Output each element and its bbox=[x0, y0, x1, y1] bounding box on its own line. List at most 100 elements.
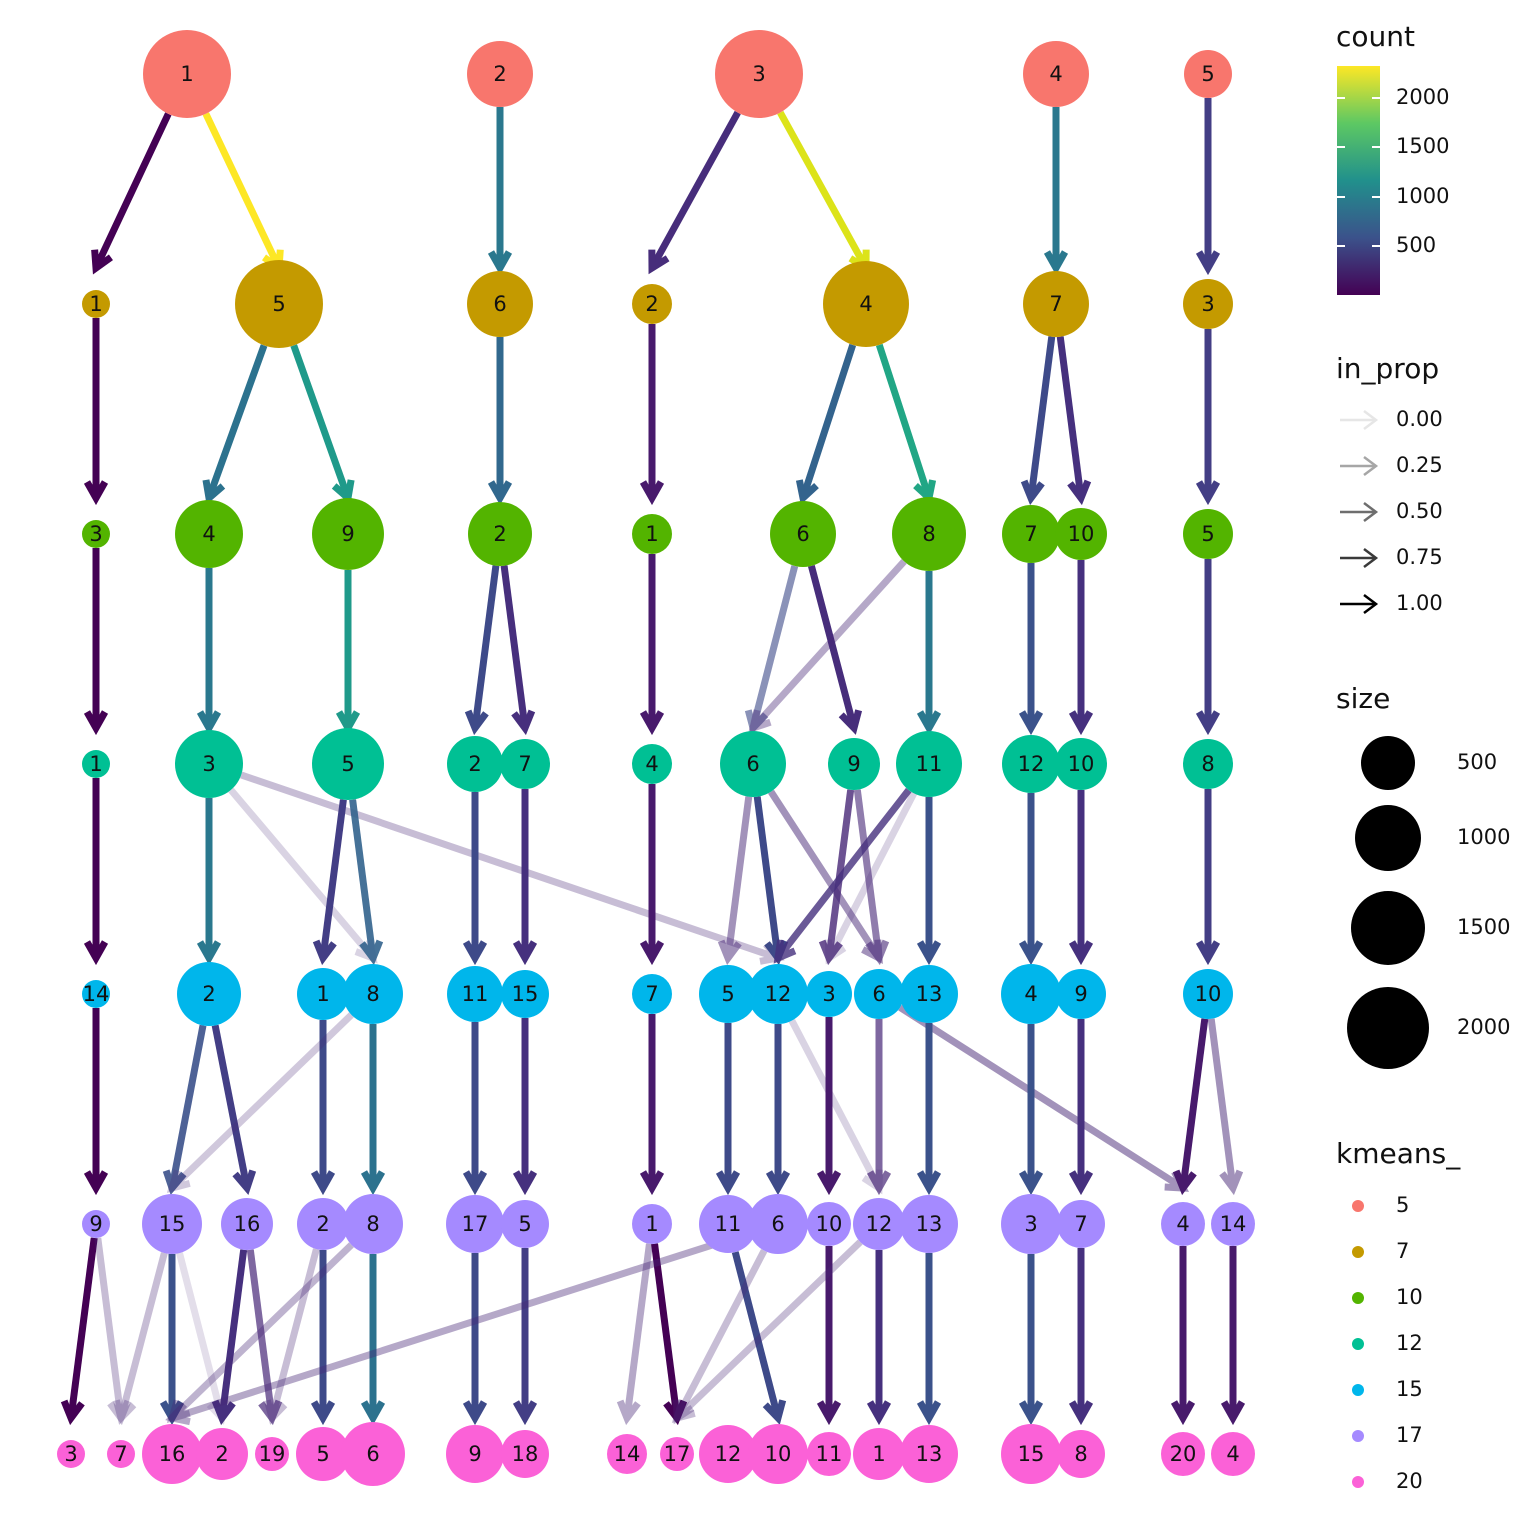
edge bbox=[464, 565, 500, 736]
node bbox=[1161, 1432, 1205, 1476]
edge-line bbox=[172, 1012, 354, 1188]
edge bbox=[1018, 1024, 1044, 1196]
edge-arrowhead bbox=[162, 1169, 187, 1196]
node-label: 1 bbox=[316, 982, 329, 1006]
edge-arrowhead bbox=[866, 1170, 892, 1196]
edge-arrowhead bbox=[1020, 479, 1045, 506]
edge bbox=[916, 1023, 942, 1196]
edge-arrowhead bbox=[1195, 940, 1221, 966]
node bbox=[447, 966, 503, 1022]
edge-arrowhead bbox=[511, 709, 536, 736]
node-label: 15 bbox=[512, 982, 539, 1006]
edge-arrowhead bbox=[616, 1399, 641, 1426]
edge-line bbox=[207, 344, 268, 496]
edge-arrowhead bbox=[512, 1400, 538, 1426]
edge bbox=[616, 1243, 653, 1426]
node bbox=[196, 1428, 248, 1480]
edge bbox=[159, 1254, 185, 1426]
edge bbox=[349, 799, 384, 966]
edge bbox=[360, 1024, 386, 1196]
legend-label: 20 bbox=[1396, 1469, 1423, 1493]
edge bbox=[1195, 559, 1221, 736]
node-label: 13 bbox=[916, 1212, 943, 1236]
edge bbox=[795, 343, 857, 505]
node bbox=[748, 1194, 808, 1254]
node-label: 15 bbox=[159, 1212, 186, 1236]
legend-label: 1500 bbox=[1457, 915, 1510, 939]
node-label: 9 bbox=[89, 1212, 102, 1236]
node-label: 10 bbox=[1068, 522, 1095, 546]
node-label: 5 bbox=[721, 982, 734, 1006]
node-label: 12 bbox=[866, 1212, 893, 1236]
node bbox=[632, 284, 672, 324]
edge-arrowhead bbox=[312, 939, 337, 966]
edge-arrowhead bbox=[639, 710, 665, 736]
edge-arrowhead bbox=[1018, 710, 1044, 736]
node bbox=[467, 271, 533, 337]
edge bbox=[83, 318, 109, 506]
node bbox=[221, 1198, 273, 1250]
edge-line bbox=[94, 112, 172, 266]
node bbox=[297, 1198, 349, 1250]
node-label: 8 bbox=[1201, 752, 1214, 776]
node-label: 2 bbox=[493, 522, 506, 546]
edge bbox=[310, 1020, 336, 1196]
node-label: 8 bbox=[366, 982, 379, 1006]
node bbox=[854, 969, 904, 1019]
edge-arrowhead bbox=[360, 1170, 386, 1196]
edge-arrowhead bbox=[196, 940, 222, 966]
edge-arrowhead bbox=[462, 1170, 488, 1196]
node bbox=[1055, 738, 1107, 790]
edge bbox=[1170, 1246, 1196, 1426]
edge bbox=[777, 110, 870, 275]
node-label: 2 bbox=[316, 1212, 329, 1236]
edge bbox=[715, 1023, 741, 1196]
node bbox=[175, 500, 243, 568]
edge-line bbox=[650, 110, 741, 267]
node bbox=[828, 738, 880, 790]
edge-arrowhead bbox=[462, 1400, 488, 1426]
edge-line bbox=[777, 110, 868, 267]
edge bbox=[875, 343, 937, 505]
edge-line bbox=[349, 799, 376, 955]
edge-arrowhead bbox=[916, 1170, 942, 1196]
edge-line bbox=[777, 787, 912, 957]
edge bbox=[639, 324, 665, 506]
node-label: 9 bbox=[468, 1442, 481, 1466]
edge-line bbox=[176, 1252, 225, 1416]
edge-arrowhead bbox=[107, 1399, 132, 1426]
edge-arrowhead bbox=[765, 1170, 791, 1196]
edge-arrowhead bbox=[916, 710, 942, 736]
node bbox=[107, 1440, 135, 1468]
edge-line bbox=[853, 789, 882, 955]
node bbox=[823, 261, 909, 347]
node-label: 7 bbox=[1074, 1212, 1087, 1236]
edge-arrowhead bbox=[360, 1400, 386, 1426]
edge bbox=[1068, 790, 1094, 966]
edge-arrowhead bbox=[639, 940, 665, 966]
edge-arrowhead bbox=[83, 710, 109, 736]
edge-arrowhead bbox=[166, 1169, 191, 1193]
node-label: 15 bbox=[1018, 1442, 1045, 1466]
edge-line bbox=[624, 1243, 653, 1415]
edge-arrowhead bbox=[258, 1399, 283, 1426]
node bbox=[900, 965, 958, 1023]
node-label: 14 bbox=[1220, 1212, 1247, 1236]
node bbox=[806, 971, 852, 1017]
node-label: 6 bbox=[796, 522, 809, 546]
edge-arrowhead bbox=[487, 480, 513, 506]
legend-label: 17 bbox=[1396, 1423, 1423, 1447]
edge-arrowhead bbox=[1018, 1400, 1044, 1426]
node-label: 20 bbox=[1170, 1442, 1197, 1466]
edge-arrowhead bbox=[762, 1399, 787, 1425]
node-label: 3 bbox=[89, 522, 102, 546]
edge bbox=[211, 1024, 257, 1196]
node bbox=[720, 731, 786, 797]
node bbox=[142, 1424, 202, 1484]
edge-line bbox=[875, 343, 932, 496]
node-label: 11 bbox=[715, 1212, 742, 1236]
node-label: 16 bbox=[234, 1212, 261, 1236]
node bbox=[632, 744, 672, 784]
legend-arrowhead bbox=[1363, 410, 1379, 430]
edge-line bbox=[94, 1237, 124, 1415]
